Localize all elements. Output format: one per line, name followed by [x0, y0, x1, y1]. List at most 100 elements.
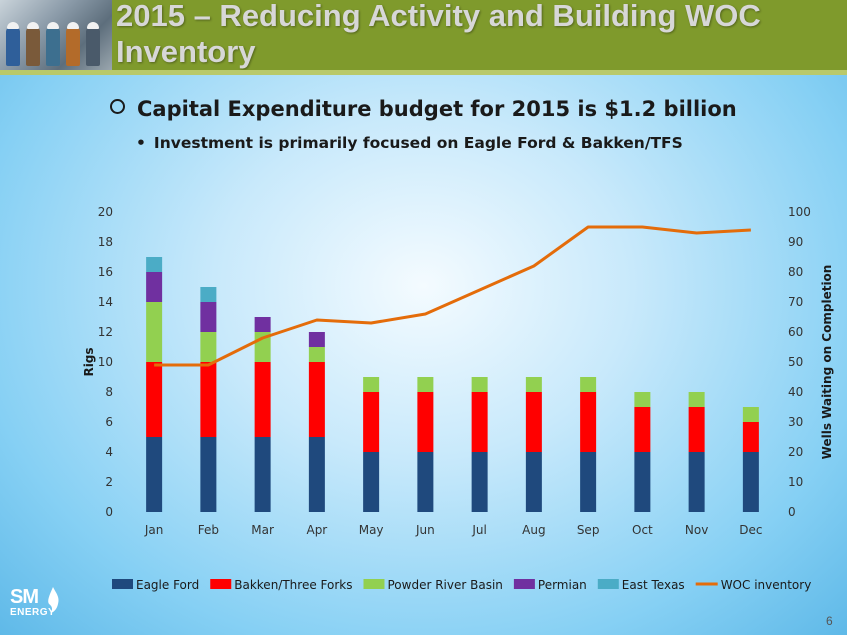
bar-powder_river-nov [688, 392, 705, 407]
x-tick-label-jun: Jun [415, 523, 435, 537]
hard-hat [47, 22, 59, 29]
bar-bakken-sep [580, 392, 597, 452]
bar-eagle_ford-jul [471, 452, 488, 512]
y-tick-label: 2 [105, 475, 113, 489]
x-tick-label-nov: Nov [685, 523, 708, 537]
bar-bakken-may [363, 392, 380, 452]
sm-energy-logo: SM ENERGY [10, 586, 80, 622]
legend-swatch-permian [513, 579, 535, 589]
worker-figure [66, 26, 80, 66]
worker-figure [6, 26, 20, 66]
y-tick-label: 12 [98, 325, 113, 339]
bar-powder_river-feb [200, 332, 217, 362]
bar-bakken-nov [688, 407, 705, 452]
worker-figure [46, 26, 60, 66]
bar-eagle_ford-apr [308, 437, 325, 512]
x-tick-label-mar: Mar [251, 523, 274, 537]
logo-text-sm: SM [10, 586, 39, 608]
y2-tick-label: 20 [788, 445, 803, 459]
bar-eagle_ford-aug [525, 452, 542, 512]
y2-tick-label: 60 [788, 325, 803, 339]
x-tick-label-feb: Feb [198, 523, 219, 537]
bar-bakken-dec [742, 422, 759, 452]
bar-permian-apr [308, 332, 325, 347]
bar-bakken-jun [417, 392, 434, 452]
worker-figure [26, 26, 40, 66]
x-tick-label-oct: Oct [632, 523, 653, 537]
bar-eagle_ford-mar [254, 437, 271, 512]
x-tick-label-dec: Dec [739, 523, 762, 537]
x-tick-label-aug: Aug [522, 523, 545, 537]
legend-label-east_texas: East Texas [622, 578, 685, 592]
logo-text-energy: ENERGY [10, 607, 56, 618]
bar-eagle_ford-nov [688, 452, 705, 512]
bar-powder_river-jan [146, 302, 163, 362]
x-tick-label-apr: Apr [306, 523, 327, 537]
legend-label-permian: Permian [538, 578, 587, 592]
header-stripe [0, 70, 847, 75]
chart-legend: Eagle Ford Bakken/Three Forks Powder River… [112, 578, 811, 592]
bar-eagle_ford-oct [634, 452, 651, 512]
y2-tick-label: 30 [788, 415, 803, 429]
hollow-circle-bullet-icon [110, 99, 125, 114]
y-axis-title: Rigs [82, 347, 96, 376]
y-tick-label: 14 [98, 295, 113, 309]
bar-bakken-mar [254, 362, 271, 437]
y2-axis-title: Wells Waiting on Completion [820, 265, 834, 460]
y-tick-label: 20 [98, 205, 113, 219]
x-tick-label-may: May [359, 523, 384, 537]
bullet-investment-text: Investment is primarily focused on Eagle… [153, 134, 683, 152]
bar-permian-mar [254, 317, 271, 332]
woc-inventory-line [154, 225, 751, 367]
primary-axis-ticks: 0 2 4 6 8 10 12 14 16 18 20 [98, 205, 113, 519]
page-number: 6 [826, 614, 833, 628]
bar-powder_river-may [363, 377, 380, 392]
y-tick-label: 18 [98, 235, 113, 249]
flame-icon [48, 587, 59, 613]
hard-hat [87, 22, 99, 29]
legend-swatch-bakken [210, 579, 232, 589]
bar-eagle_ford-jan [146, 437, 163, 512]
y-tick-label: 6 [105, 415, 113, 429]
y2-tick-label: 100 [788, 205, 811, 219]
bar-eagle_ford-dec [742, 452, 759, 512]
bar-east_texas-jan [146, 257, 163, 272]
y2-tick-label: 10 [788, 475, 803, 489]
y2-tick-label: 40 [788, 385, 803, 399]
bar-powder_river-aug [525, 377, 542, 392]
y-tick-label: 4 [105, 445, 113, 459]
y-tick-label: 8 [105, 385, 113, 399]
bar-east_texas-feb [200, 287, 217, 302]
bar-bakken-apr [308, 362, 325, 437]
legend-swatch-powder_river [363, 579, 385, 589]
x-tick-label-jul: Jul [471, 523, 486, 537]
header-bar: 2015 – Reducing Activity and Building WO… [0, 0, 847, 70]
bar-bakken-aug [525, 392, 542, 452]
hard-hat [67, 22, 79, 29]
header-photo-workers [0, 0, 112, 70]
category-axis-labels: Jan Feb Mar Apr May Jun Jul Aug Sep Oct Nov Dec [144, 523, 763, 537]
bullet-investment: • Investment is primarily focused on Eagl… [136, 134, 683, 152]
y2-tick-label: 70 [788, 295, 803, 309]
bar-bakken-jul [471, 392, 488, 452]
hard-hat [7, 22, 19, 29]
y2-tick-label: 90 [788, 235, 803, 249]
bar-eagle_ford-may [363, 452, 380, 512]
y2-tick-label: 0 [788, 505, 796, 519]
bar-eagle_ford-sep [580, 452, 597, 512]
hard-hat [27, 22, 39, 29]
legend-label-woc: WOC inventory [721, 578, 812, 592]
legend-swatch-eagle_ford [112, 579, 133, 589]
y2-tick-label: 80 [788, 265, 803, 279]
dot-bullet-icon: • [136, 134, 146, 152]
rig-count-chart: 0 2 4 6 8 10 12 14 16 18 20 0 10 20 30 40 50 60 70 80 90 100… [82, 205, 834, 592]
bar-permian-feb [200, 302, 217, 332]
bar-eagle_ford-feb [200, 437, 217, 512]
bar-layer [146, 257, 759, 512]
bar-bakken-oct [634, 407, 651, 452]
y2-tick-label: 50 [788, 355, 803, 369]
bar-powder_river-oct [634, 392, 651, 407]
bar-eagle_ford-jun [417, 452, 434, 512]
legend-label-bakken: Bakken/Three Forks [234, 578, 352, 592]
